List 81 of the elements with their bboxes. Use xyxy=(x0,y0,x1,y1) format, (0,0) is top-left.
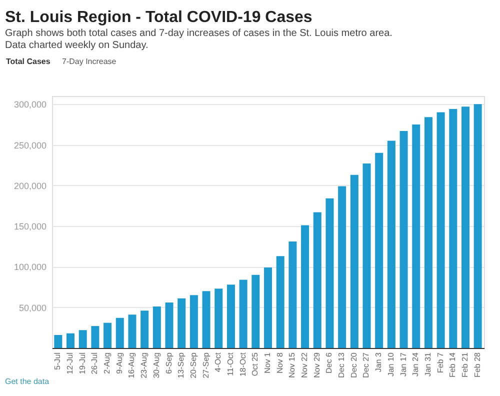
y-tick-label: 100,000 xyxy=(14,262,46,272)
x-tick-label: 20-Sep xyxy=(188,352,198,378)
bar xyxy=(190,295,198,348)
x-tick-label: 13-Sep xyxy=(176,352,186,378)
bar xyxy=(128,314,136,348)
bar xyxy=(412,124,420,348)
bar xyxy=(276,256,284,348)
bar xyxy=(91,326,100,348)
y-tick-label: 300,000 xyxy=(14,100,46,110)
bar xyxy=(436,112,445,348)
bar xyxy=(400,130,408,348)
x-tick-label: 18-Oct xyxy=(238,352,248,377)
bar xyxy=(140,310,149,348)
y-tick-label: 50,000 xyxy=(18,302,46,313)
x-tick-label: Nov 8 xyxy=(275,352,284,374)
bar xyxy=(165,302,174,348)
bar xyxy=(152,306,161,348)
y-tick-label: 250,000 xyxy=(14,140,46,150)
x-tick-label: Jan 10 xyxy=(386,352,396,377)
x-tick-label: 2-Aug xyxy=(102,352,112,374)
bar xyxy=(338,186,346,348)
x-tick-label: 16-Aug xyxy=(127,352,136,378)
x-tick-label: 4-Oct xyxy=(214,352,223,372)
bar xyxy=(178,298,186,348)
bar xyxy=(214,288,223,348)
bar xyxy=(449,109,458,348)
chart-title: St. Louis Region - Total COVID-19 Cases xyxy=(5,9,312,26)
bar xyxy=(461,106,470,348)
y-tick-label: 200,000 xyxy=(14,180,46,191)
bar xyxy=(252,274,260,348)
bar xyxy=(202,291,210,348)
bar xyxy=(226,284,235,348)
x-tick-label: Jan 3 xyxy=(374,352,384,372)
bar xyxy=(424,117,432,348)
chart-subtitle: Graph shows both total cases and 7-day increases of cases in the St. Louis metro area. Data charted weekly on Sunday. xyxy=(5,28,392,51)
x-tick-label: 12-Jul xyxy=(66,352,75,374)
x-tick-label: Feb 7 xyxy=(436,352,445,373)
bar xyxy=(54,334,62,348)
x-tick-label: 11-Oct xyxy=(226,352,235,376)
x-tick-label: Dec 13 xyxy=(337,352,346,378)
bar xyxy=(116,318,124,348)
bar xyxy=(375,152,384,348)
bar xyxy=(474,104,482,348)
x-tick-label: Nov 22 xyxy=(300,352,310,378)
text: Get the data xyxy=(5,377,50,386)
bar xyxy=(362,163,371,348)
x-tick-label: 5-Jul xyxy=(53,352,62,370)
x-tick-label: Feb 14 xyxy=(448,352,458,378)
x-tick-label: Jan 17 xyxy=(398,352,408,377)
x-tick-label: Jan 24 xyxy=(411,352,420,377)
x-tick-label: 9-Aug xyxy=(114,352,124,374)
x-tick-label: Nov 29 xyxy=(312,352,322,378)
x-tick-label: Feb 28 xyxy=(472,352,482,378)
bar xyxy=(387,140,396,348)
bar xyxy=(326,198,334,348)
x-tick-label: Feb 21 xyxy=(460,352,470,378)
text: Total Cases xyxy=(6,57,51,66)
x-tick-label: 30-Aug xyxy=(152,352,161,378)
x-tick-label: Nov 1 xyxy=(263,352,272,374)
x-tick-label: Dec 27 xyxy=(362,352,371,378)
x-tick-label: 26-Jul xyxy=(90,352,100,374)
bar xyxy=(78,330,87,348)
x-tick-label: Dec 6 xyxy=(324,352,334,374)
bar xyxy=(301,225,310,348)
bar xyxy=(104,322,112,348)
bar xyxy=(288,242,297,348)
x-tick-label: 6-Sep xyxy=(164,352,174,374)
x-tick-label: 23-Aug xyxy=(140,352,149,378)
bar xyxy=(313,212,322,348)
x-tick-label: 27-Sep xyxy=(201,352,210,378)
bar xyxy=(66,333,75,348)
text: 7-Day Increase xyxy=(62,57,117,66)
x-tick-label: Jan 31 xyxy=(423,352,432,377)
x-tick-label: Nov 15 xyxy=(288,352,297,378)
bar xyxy=(350,174,358,348)
x-tick-label: 19-Jul xyxy=(78,352,87,374)
y-tick-label: 150,000 xyxy=(14,222,46,232)
x-tick-label: Dec 20 xyxy=(349,352,358,378)
bar xyxy=(239,280,248,348)
x-tick-label: Oct 25 xyxy=(250,352,260,376)
bar xyxy=(264,268,272,348)
